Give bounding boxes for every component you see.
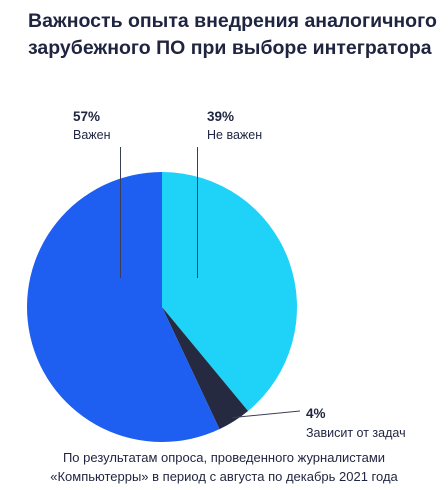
- slice-name-label: Важен: [73, 128, 111, 142]
- pie-slice: [26, 171, 220, 443]
- slice-value-label: 39%: [207, 109, 234, 124]
- pie-slices: [26, 171, 297, 443]
- slice-value-label: 4%: [306, 406, 326, 421]
- slice-name-label: Зависит от задач: [306, 426, 406, 440]
- source-caption: По результатам опроса, проведенного журн…: [0, 448, 448, 486]
- leader-line: [232, 410, 301, 419]
- pie-slice: [162, 172, 297, 412]
- chart-title: Важность опыта внедрения аналогичного за…: [28, 10, 437, 59]
- pie-slice: [162, 307, 249, 430]
- slice-name-label: Не важен: [207, 128, 262, 142]
- slice-value-label: 57%: [73, 109, 100, 124]
- caption-line: «Компьютерры» в период с августа по дека…: [50, 469, 398, 484]
- leader-lines: [120, 147, 301, 419]
- caption-line: По результатам опроса, проведенного журн…: [62, 450, 386, 465]
